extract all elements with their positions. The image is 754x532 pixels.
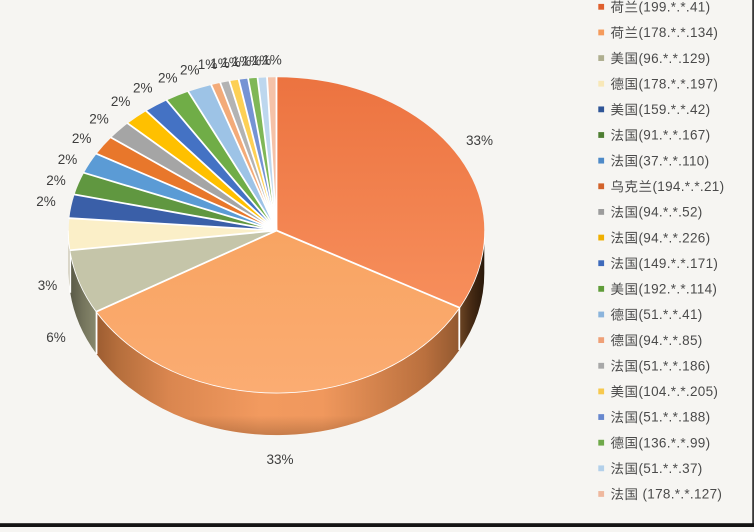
svg-text:1%: 1% <box>262 53 282 68</box>
svg-text:(51.*.*.186): (51.*.*.186) <box>639 358 711 373</box>
svg-text:1%: 1% <box>242 54 262 69</box>
svg-text:3%: 3% <box>38 278 58 293</box>
svg-text:1%: 1% <box>221 55 241 70</box>
svg-text:(159.*.*.42): (159.*.*.42) <box>639 102 711 117</box>
svg-text:(51.*.*.41): (51.*.*.41) <box>639 307 703 322</box>
svg-text:(178.*.*.134): (178.*.*.134) <box>639 25 719 40</box>
svg-text:33%: 33% <box>266 452 293 467</box>
svg-text:(194.*.*.21): (194.*.*.21) <box>653 179 725 194</box>
svg-text:2%: 2% <box>111 94 131 109</box>
svg-text:(149.*.*.171): (149.*.*.171) <box>639 256 719 271</box>
svg-text:6%: 6% <box>46 330 66 345</box>
svg-text:(51.*.*.37): (51.*.*.37) <box>639 461 703 476</box>
svg-text:(91.*.*.167): (91.*.*.167) <box>639 128 711 143</box>
svg-text:(94.*.*.226): (94.*.*.226) <box>639 230 711 245</box>
svg-text:2%: 2% <box>133 81 153 96</box>
svg-text:33%: 33% <box>466 133 493 148</box>
svg-text:2%: 2% <box>72 131 92 146</box>
svg-text:(199.*.*.41): (199.*.*.41) <box>639 0 711 15</box>
svg-text:2%: 2% <box>180 62 200 77</box>
svg-text:(104.*.*.205): (104.*.*.205) <box>639 384 719 399</box>
svg-text:1%: 1% <box>210 56 230 71</box>
svg-text:(136.*.*.99): (136.*.*.99) <box>639 435 711 450</box>
svg-text:(178.*.*.197): (178.*.*.197) <box>639 76 719 91</box>
svg-text:2%: 2% <box>89 111 109 126</box>
svg-text:(94.*.*.52): (94.*.*.52) <box>639 205 703 220</box>
svg-text:1%: 1% <box>232 54 252 69</box>
svg-text:(37.*.*.110): (37.*.*.110) <box>639 153 710 168</box>
svg-text:(94.*.*.85): (94.*.*.85) <box>639 333 703 348</box>
svg-text:1%: 1% <box>252 53 272 68</box>
svg-text:(96.*.*.129): (96.*.*.129) <box>639 51 711 66</box>
svg-text:2%: 2% <box>46 173 66 188</box>
svg-text:(51.*.*.188): (51.*.*.188) <box>639 410 711 425</box>
svg-text:1%: 1% <box>198 57 218 72</box>
svg-text:(178.*.*.127): (178.*.*.127) <box>643 487 723 502</box>
svg-text:(192.*.*.114): (192.*.*.114) <box>639 282 718 297</box>
svg-text:2%: 2% <box>58 152 78 167</box>
svg-text:2%: 2% <box>36 194 56 209</box>
svg-text:2%: 2% <box>158 71 178 86</box>
